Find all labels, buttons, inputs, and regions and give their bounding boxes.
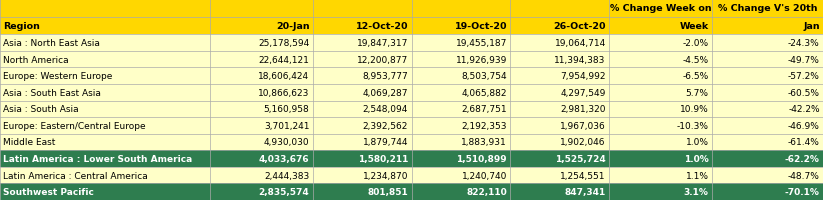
Text: 4,297,549: 4,297,549 (560, 88, 606, 97)
Text: Asia : South Asia: Asia : South Asia (3, 105, 79, 114)
Bar (0, 167, 823, 184)
Text: 1.1%: 1.1% (686, 171, 709, 180)
Text: -57.2%: -57.2% (788, 72, 820, 81)
Text: -60.5%: -60.5% (788, 88, 820, 97)
Bar (0, 84, 823, 101)
Text: 1.0%: 1.0% (686, 138, 709, 147)
Text: -4.5%: -4.5% (682, 55, 709, 64)
Text: Region: Region (3, 22, 40, 31)
Text: -46.9%: -46.9% (788, 121, 820, 130)
Text: 1,240,740: 1,240,740 (462, 171, 507, 180)
Text: 5.7%: 5.7% (686, 88, 709, 97)
Text: Jan: Jan (803, 22, 820, 31)
Text: 22,644,121: 22,644,121 (258, 55, 309, 64)
Text: North America: North America (3, 55, 69, 64)
Text: 7,954,992: 7,954,992 (560, 72, 606, 81)
Text: -24.3%: -24.3% (788, 39, 820, 48)
Text: -61.4%: -61.4% (788, 138, 820, 147)
Text: 1,510,899: 1,510,899 (456, 154, 507, 163)
Bar (0, 68, 823, 85)
Text: 19,064,714: 19,064,714 (555, 39, 606, 48)
Bar (0, 101, 823, 118)
Text: 19-Oct-20: 19-Oct-20 (454, 22, 507, 31)
Text: 20-Jan: 20-Jan (276, 22, 309, 31)
Text: 11,926,939: 11,926,939 (456, 55, 507, 64)
Text: Week: Week (679, 22, 709, 31)
Text: 2,548,094: 2,548,094 (363, 105, 408, 114)
Text: 2,835,574: 2,835,574 (258, 187, 309, 196)
Text: -49.7%: -49.7% (788, 55, 820, 64)
Text: 2,687,751: 2,687,751 (462, 105, 507, 114)
Text: 26-Oct-20: 26-Oct-20 (553, 22, 606, 31)
Text: 4,033,676: 4,033,676 (258, 154, 309, 163)
Text: -10.3%: -10.3% (677, 121, 709, 130)
Text: 12,200,877: 12,200,877 (357, 55, 408, 64)
Text: 10.9%: 10.9% (680, 105, 709, 114)
Text: Europe: Eastern/Central Europe: Europe: Eastern/Central Europe (3, 121, 146, 130)
Text: 10,866,623: 10,866,623 (258, 88, 309, 97)
Text: 822,110: 822,110 (466, 187, 507, 196)
Text: 1,254,551: 1,254,551 (560, 171, 606, 180)
Text: 1,879,744: 1,879,744 (363, 138, 408, 147)
Bar (0, 150, 823, 167)
Text: 11,394,383: 11,394,383 (555, 55, 606, 64)
Text: 2,981,320: 2,981,320 (560, 105, 606, 114)
Text: Asia : South East Asia: Asia : South East Asia (3, 88, 101, 97)
Text: Middle East: Middle East (3, 138, 56, 147)
Text: 1,902,046: 1,902,046 (560, 138, 606, 147)
Text: 8,953,777: 8,953,777 (362, 72, 408, 81)
Text: 3,701,241: 3,701,241 (264, 121, 309, 130)
Bar (0, 0, 823, 35)
Text: -48.7%: -48.7% (788, 171, 820, 180)
Text: Latin America : Lower South America: Latin America : Lower South America (3, 154, 193, 163)
Text: Latin America : Central America: Latin America : Central America (3, 171, 148, 180)
Bar (0, 51, 823, 68)
Text: 5,160,958: 5,160,958 (263, 105, 309, 114)
Bar (0, 35, 823, 51)
Text: -2.0%: -2.0% (682, 39, 709, 48)
Text: 4,930,030: 4,930,030 (264, 138, 309, 147)
Text: 1,234,870: 1,234,870 (363, 171, 408, 180)
Text: 801,851: 801,851 (367, 187, 408, 196)
Text: 2,192,353: 2,192,353 (462, 121, 507, 130)
Text: 1.0%: 1.0% (684, 154, 709, 163)
Text: Europe: Western Europe: Europe: Western Europe (3, 72, 113, 81)
Text: -6.5%: -6.5% (682, 72, 709, 81)
Text: -62.2%: -62.2% (785, 154, 820, 163)
Text: -70.1%: -70.1% (785, 187, 820, 196)
Text: 1,580,211: 1,580,211 (358, 154, 408, 163)
Text: % Change Week on: % Change Week on (610, 4, 711, 13)
Text: 3.1%: 3.1% (684, 187, 709, 196)
Text: 1,525,724: 1,525,724 (555, 154, 606, 163)
Text: 4,069,287: 4,069,287 (363, 88, 408, 97)
Text: 2,444,383: 2,444,383 (264, 171, 309, 180)
Text: 847,341: 847,341 (565, 187, 606, 196)
Text: 4,065,882: 4,065,882 (462, 88, 507, 97)
Text: 19,455,187: 19,455,187 (456, 39, 507, 48)
Text: Southwest Pacific: Southwest Pacific (3, 187, 94, 196)
Text: 8,503,754: 8,503,754 (462, 72, 507, 81)
Bar (0, 134, 823, 150)
Text: 18,606,424: 18,606,424 (258, 72, 309, 81)
Text: 2,392,562: 2,392,562 (363, 121, 408, 130)
Text: 1,883,931: 1,883,931 (461, 138, 507, 147)
Text: Asia : North East Asia: Asia : North East Asia (3, 39, 100, 48)
Text: 25,178,594: 25,178,594 (258, 39, 309, 48)
Text: % Change V's 20th: % Change V's 20th (718, 4, 817, 13)
Text: 1,967,036: 1,967,036 (560, 121, 606, 130)
Bar (0, 184, 823, 200)
Bar (0, 118, 823, 134)
Text: -42.2%: -42.2% (788, 105, 820, 114)
Text: 12-Oct-20: 12-Oct-20 (356, 22, 408, 31)
Text: 19,847,317: 19,847,317 (357, 39, 408, 48)
